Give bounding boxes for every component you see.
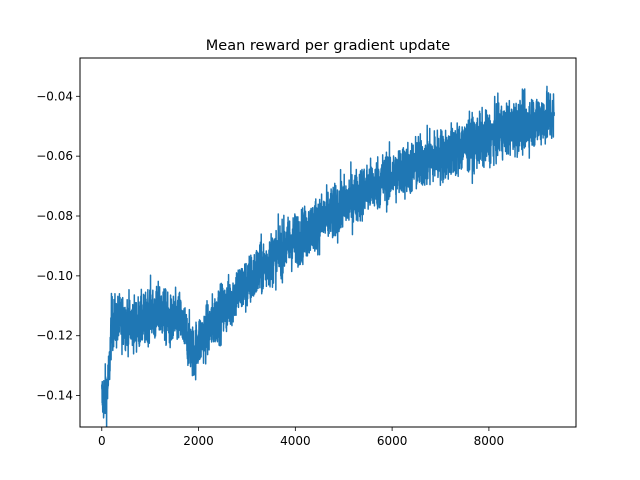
y-axis: −0.14 −0.12 −0.10 −0.08 −0.06 −0.04 xyxy=(36,89,80,403)
x-tick-label: 0 xyxy=(98,434,106,448)
plot-area xyxy=(101,85,555,427)
y-tick-label: −0.06 xyxy=(36,149,73,163)
series-group xyxy=(101,85,555,427)
x-tick-label: 6000 xyxy=(377,434,408,448)
y-tick-label: −0.08 xyxy=(36,209,73,223)
x-tick-label: 8000 xyxy=(474,434,505,448)
y-tick-label: −0.04 xyxy=(36,89,73,103)
x-tick-label: 2000 xyxy=(183,434,214,448)
y-tick-label: −0.12 xyxy=(36,329,73,343)
x-axis: 0 2000 4000 6000 8000 xyxy=(98,427,504,448)
chart-title: Mean reward per gradient update xyxy=(206,38,450,54)
axes-frame xyxy=(79,57,577,428)
series-line xyxy=(101,85,555,427)
y-tick-label: −0.14 xyxy=(36,389,73,403)
y-tick-label: −0.10 xyxy=(36,269,73,283)
x-tick-label: 4000 xyxy=(280,434,311,448)
